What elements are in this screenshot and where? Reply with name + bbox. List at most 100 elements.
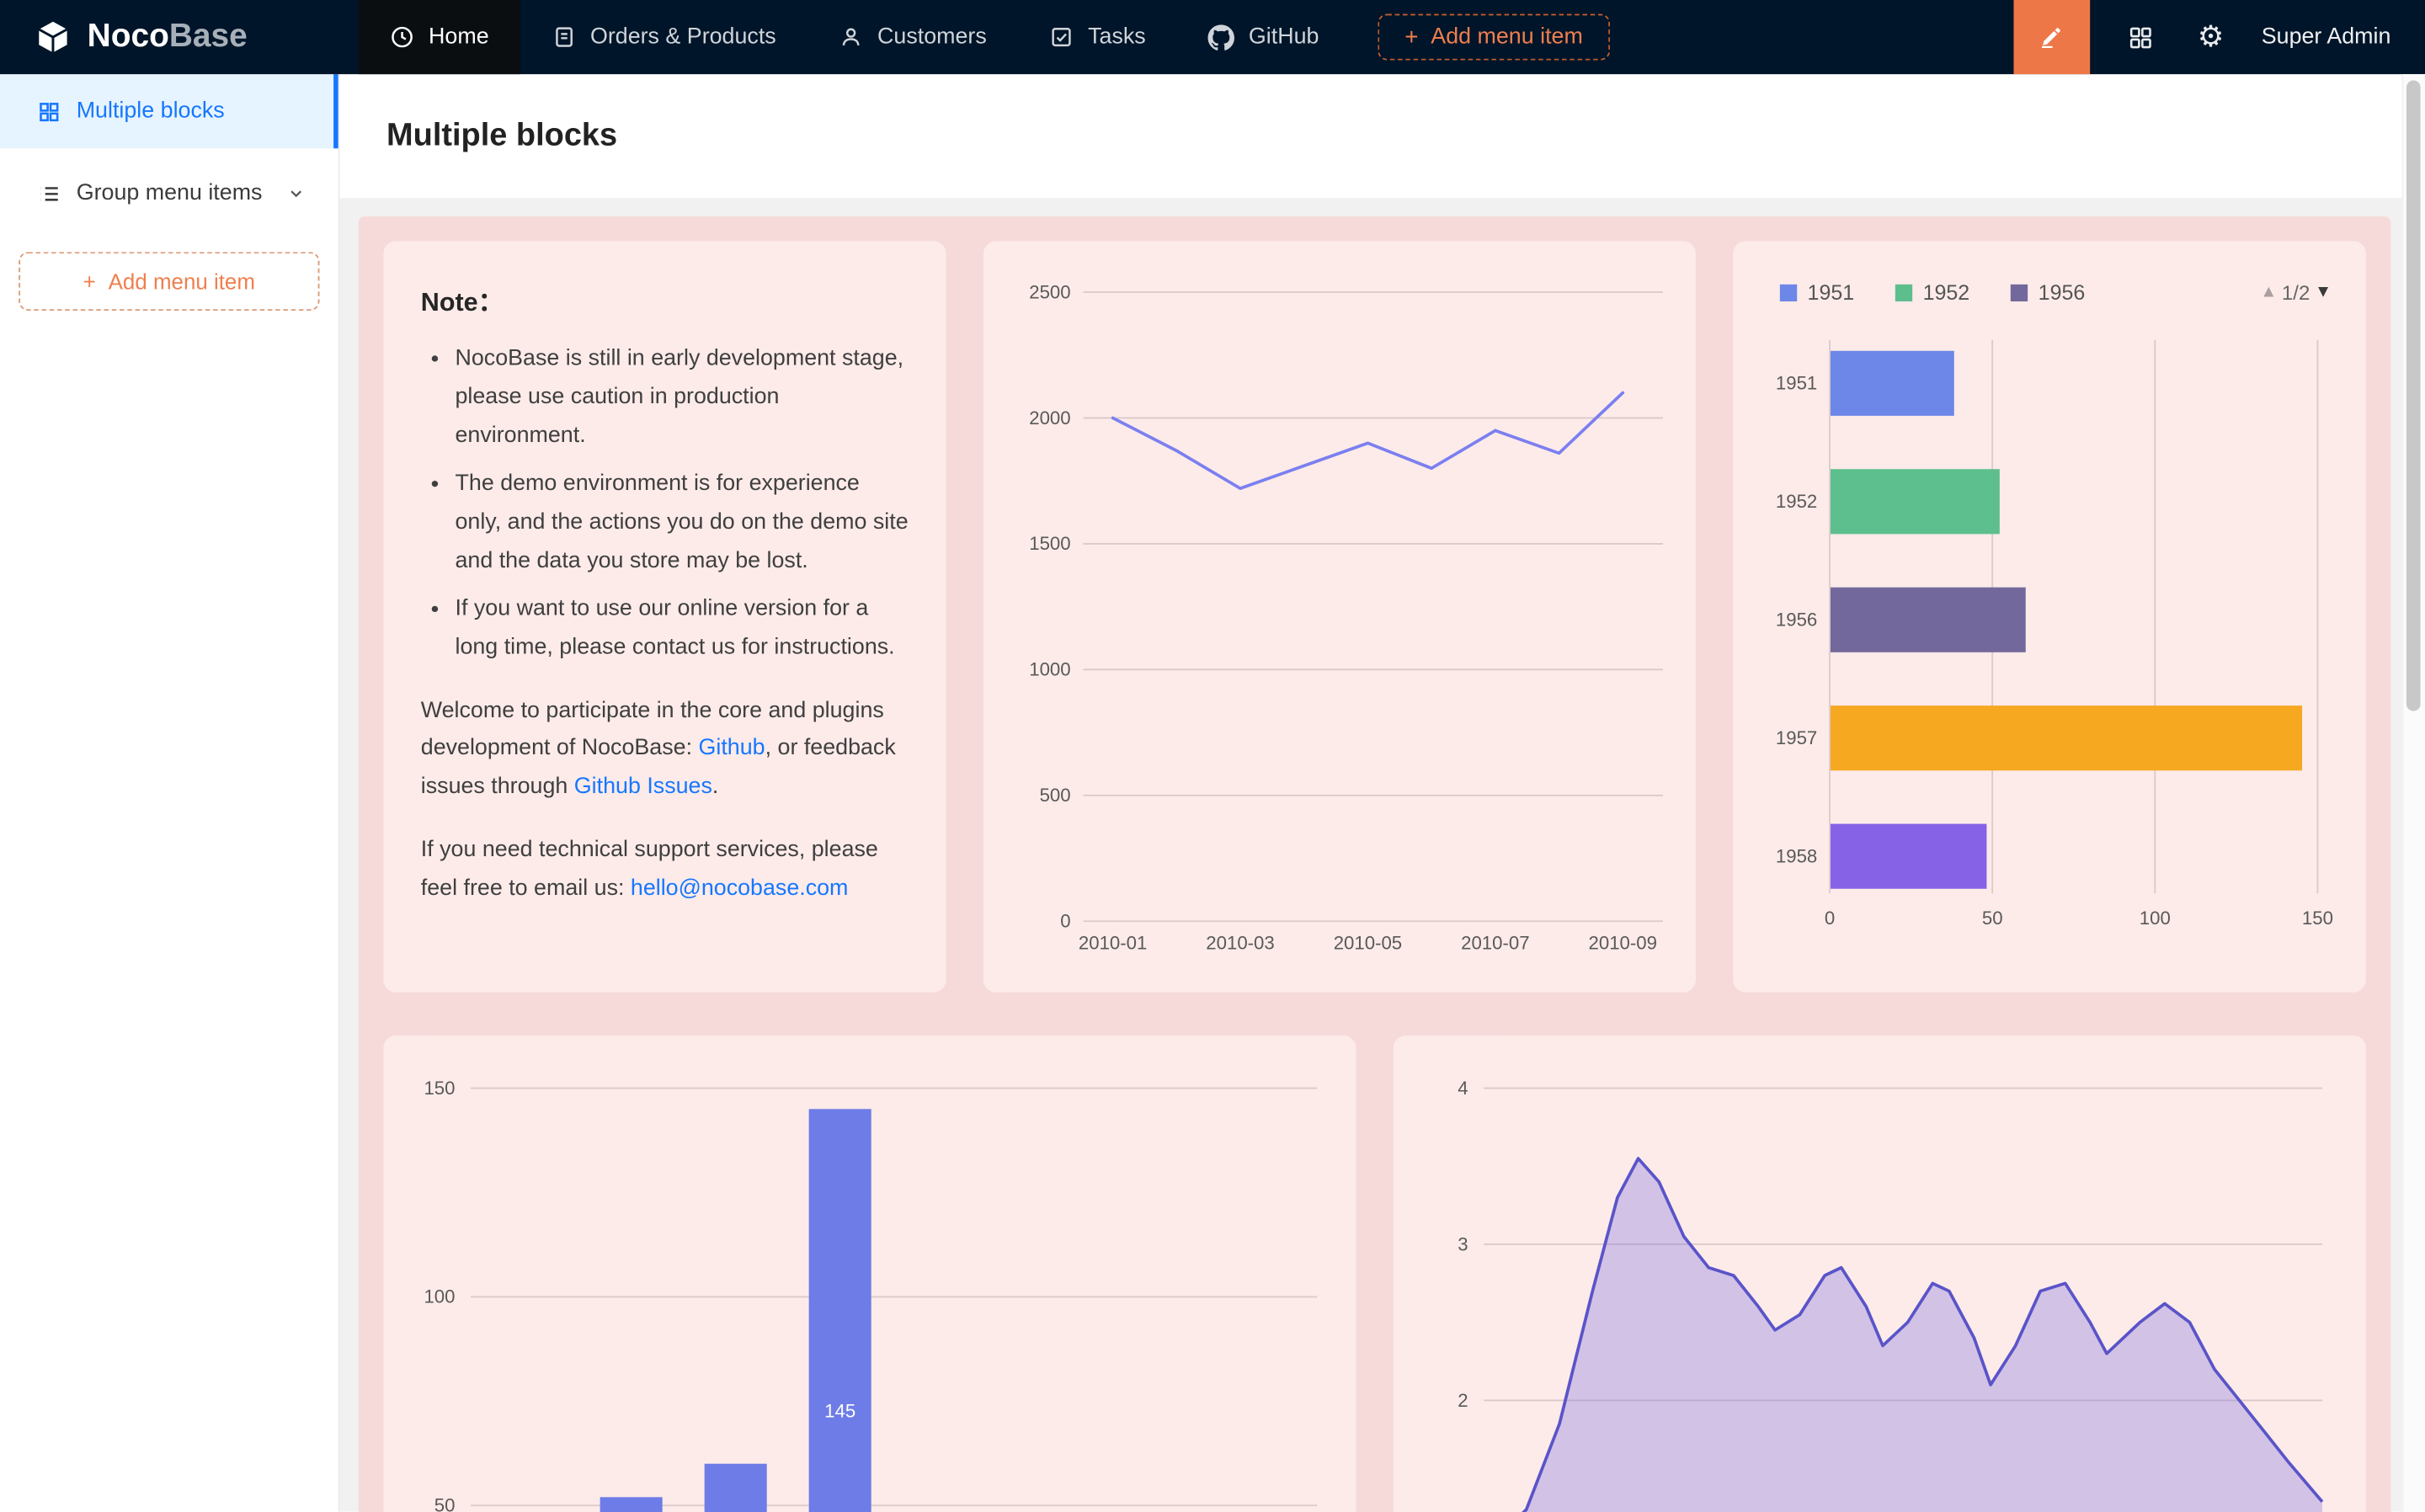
main-area: Multiple blocks Note： NocoBase is still …: [340, 74, 2425, 1511]
legend-item[interactable]: 1952: [1895, 280, 1969, 304]
svg-text:1958: 1958: [1775, 846, 1816, 867]
nav-item-label: Customers: [877, 24, 987, 49]
legend-swatch: [1895, 284, 1911, 301]
svg-text:2010-09: 2010-09: [1589, 932, 1657, 953]
brand-text: NocoBase: [88, 19, 248, 56]
svg-text:1957: 1957: [1775, 727, 1816, 748]
sidebar-item-label: Multiple blocks: [77, 99, 225, 124]
note-bullet: The demo environment is for experience o…: [455, 465, 909, 580]
blocks-icon: [37, 99, 61, 123]
nav-item-home[interactable]: Home: [359, 0, 520, 74]
main-menu: Home Orders & Products Customers Tasks: [359, 0, 1610, 74]
area-chart-card: 4 3 2: [1394, 1036, 2366, 1512]
svg-text:150: 150: [424, 1078, 455, 1099]
svg-text:1000: 1000: [1030, 659, 1071, 680]
gear-icon: ⚙: [2198, 19, 2225, 55]
note-card: Note： NocoBase is still in early develop…: [383, 241, 946, 992]
svg-text:100: 100: [424, 1286, 455, 1307]
vertical-scrollbar[interactable]: [2401, 74, 2425, 1511]
nav-item-github[interactable]: GitHub: [1177, 0, 1351, 74]
cards-row-2: 150 100 50 145 4 3 2: [383, 1036, 2365, 1512]
highlighter-icon: [2038, 24, 2065, 51]
legend-swatch: [2010, 284, 2027, 301]
page-down-icon[interactable]: ▼: [2315, 283, 2332, 301]
svg-text:1956: 1956: [1775, 610, 1816, 631]
home-icon: [390, 24, 415, 49]
settings-button[interactable]: ⚙: [2176, 0, 2246, 74]
nav-item-label: Orders & Products: [590, 24, 776, 49]
line-chart: 2500 2000 1500 1000 500 0 2010-01 2010-03 2010-0…: [1009, 266, 1671, 965]
nocobase-app: NocoBase Home Orders & Products Customer…: [0, 0, 2425, 1512]
vbar-chart-card: 150 100 50 145: [383, 1036, 1356, 1512]
legend-item[interactable]: 1951: [1779, 280, 1854, 304]
svg-text:500: 500: [1040, 785, 1071, 806]
navbar-add-menu-item-button[interactable]: + Add menu item: [1378, 14, 1609, 61]
svg-text:2010-03: 2010-03: [1207, 932, 1275, 953]
sidebar-add-menu-item-button[interactable]: + Add menu item: [19, 252, 319, 311]
hbar-chart-card: 195119521956▲1/2▼ 0501001501951195219561…: [1733, 241, 2366, 992]
sidebar-item-group-menu-items[interactable]: Group menu items: [0, 156, 338, 230]
scrollbar-thumb[interactable]: [2406, 80, 2421, 711]
page-title: Multiple blocks: [386, 118, 617, 155]
note-title: Note：: [421, 281, 909, 318]
apps-grid-icon: [2127, 24, 2153, 50]
page-up-icon[interactable]: ▲: [2260, 283, 2277, 301]
horizontal-bar-chart: 05010015019511952195619571958: [1757, 318, 2342, 936]
legend-pager: ▲ 1/2 ▼: [2260, 280, 2332, 304]
svg-text:1951: 1951: [1775, 373, 1816, 394]
github-link[interactable]: Github: [699, 737, 765, 761]
vertical-bar-chart: 150 100 50 145: [408, 1060, 1333, 1512]
sidebar: Multiple blocks Group menu items + Add m…: [0, 74, 340, 1511]
svg-text:2: 2: [1458, 1390, 1468, 1411]
chevron-down-icon: [287, 184, 306, 202]
legend-swatch: [1779, 284, 1796, 301]
page-header: Multiple blocks: [340, 74, 2425, 198]
cards-row-1: Note： NocoBase is still in early develop…: [383, 241, 2365, 992]
note-paragraph-1: Welcome to participate in the core and p…: [421, 692, 909, 807]
sidebar-item-label: Group menu items: [77, 181, 263, 205]
github-issues-link[interactable]: Github Issues: [574, 775, 712, 800]
orders-icon: [552, 24, 577, 49]
svg-text:2000: 2000: [1030, 407, 1071, 429]
svg-text:145: 145: [824, 1401, 855, 1422]
legend-item[interactable]: 1956: [2010, 280, 2085, 304]
logo[interactable]: NocoBase: [0, 19, 340, 56]
plus-icon: +: [1404, 25, 1418, 49]
github-icon: [1208, 24, 1234, 50]
sidebar-item-multiple-blocks[interactable]: Multiple blocks: [0, 74, 338, 148]
line-chart-card: 2500 2000 1500 1000 500 0 2010-01 2010-03 2010-0…: [984, 241, 1695, 992]
svg-text:2010-07: 2010-07: [1462, 932, 1530, 953]
svg-text:1500: 1500: [1030, 533, 1071, 554]
svg-text:0: 0: [1061, 911, 1071, 932]
svg-text:50: 50: [1981, 908, 2002, 929]
nav-item-label: Tasks: [1088, 24, 1146, 49]
pager-text: 1/2: [2282, 280, 2310, 304]
top-navbar: NocoBase Home Orders & Products Customer…: [0, 0, 2425, 74]
user-menu[interactable]: Super Admin: [2246, 24, 2425, 49]
nav-item-label: GitHub: [1249, 24, 1319, 49]
list-icon: [37, 182, 61, 205]
svg-text:50: 50: [434, 1495, 456, 1512]
svg-text:150: 150: [2301, 908, 2332, 929]
nav-item-tasks[interactable]: Tasks: [1018, 0, 1177, 74]
nav-item-customers[interactable]: Customers: [807, 0, 1018, 74]
note-bullet-list: NocoBase is still in early development s…: [421, 340, 909, 667]
navbar-right-tools: ⚙ Super Admin: [2013, 0, 2425, 74]
svg-text:1952: 1952: [1775, 491, 1816, 512]
email-link[interactable]: hello@nocobase.com: [631, 876, 849, 901]
svg-text:4: 4: [1458, 1078, 1468, 1099]
svg-text:2010-05: 2010-05: [1335, 932, 1403, 953]
tasks-icon: [1049, 24, 1074, 49]
svg-text:2010-01: 2010-01: [1079, 932, 1148, 953]
plus-icon: +: [83, 269, 96, 293]
plugin-manager-button[interactable]: [2106, 0, 2176, 74]
blocks-panel: Note： NocoBase is still in early develop…: [359, 216, 2391, 1512]
svg-text:2500: 2500: [1030, 281, 1071, 302]
svg-text:3: 3: [1458, 1233, 1468, 1254]
note-bullet: If you want to use our online version fo…: [455, 590, 909, 668]
nav-item-orders-products[interactable]: Orders & Products: [520, 0, 807, 74]
note-paragraph-2: If you need technical support services, …: [421, 832, 909, 909]
nav-item-label: Home: [429, 24, 489, 49]
ui-editor-button[interactable]: [2013, 0, 2090, 74]
nocobase-logo-icon: [35, 19, 72, 56]
